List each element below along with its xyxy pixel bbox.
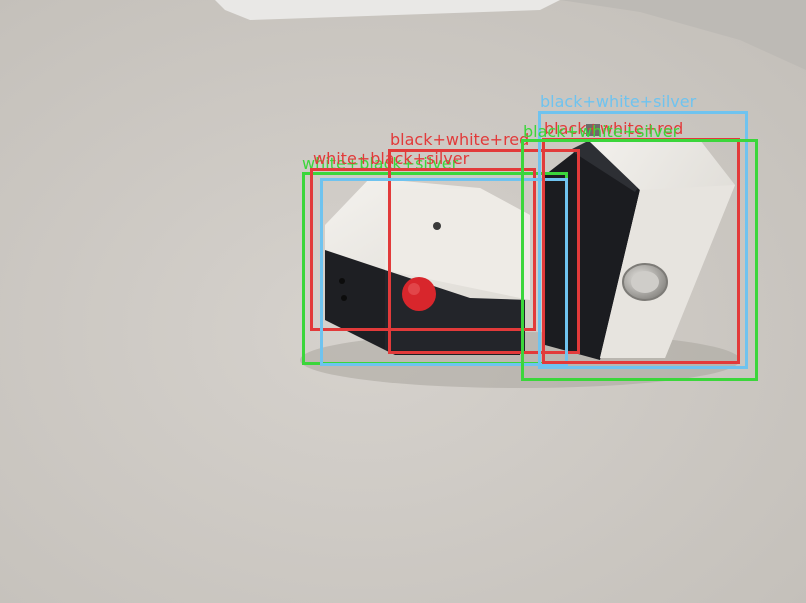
left-device-white-front bbox=[385, 188, 530, 300]
right-device-edge bbox=[570, 140, 640, 192]
paper-sheet bbox=[215, 0, 560, 20]
side-hole-2 bbox=[341, 295, 347, 301]
silver-button-inner bbox=[631, 271, 659, 293]
bbox-label-green-right: black+white+silver bbox=[523, 122, 680, 141]
bbox-label-red-right: black+white+red bbox=[544, 119, 684, 138]
top-knob bbox=[586, 124, 600, 136]
red-button-highlight bbox=[408, 283, 420, 295]
right-device-front bbox=[600, 185, 735, 358]
side-hole-1 bbox=[339, 278, 345, 284]
bbox-label-lightblue-right: black+white+silver bbox=[540, 92, 697, 111]
right-device-black-side bbox=[545, 140, 640, 360]
bbox-label-red-left: white+black+silver bbox=[313, 149, 470, 168]
red-button bbox=[402, 277, 436, 311]
bbox-label-green-left: white+black+silver bbox=[302, 154, 459, 173]
bbox-label-red-middle: black+white+red bbox=[390, 130, 530, 149]
screw-hole bbox=[433, 222, 441, 230]
background-shadow bbox=[560, 0, 806, 70]
